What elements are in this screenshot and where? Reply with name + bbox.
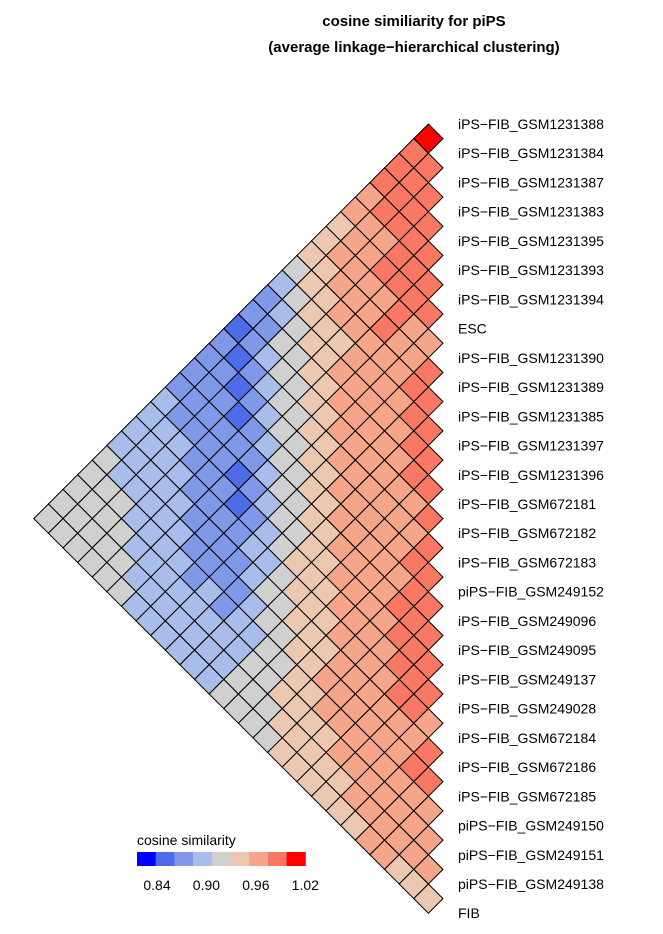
chart-subtitle: (average linkage−hierarchical clustering… [268, 39, 559, 56]
row-label: iPS−FIB_GSM249095 [458, 642, 596, 658]
color-legend: cosine similarity 0.84 0.90 0.96 1.02 [137, 832, 319, 893]
legend-tick-label: 1.02 [292, 877, 319, 893]
legend-tick-label: 0.84 [143, 877, 170, 893]
row-label: iPS−FIB_GSM249137 [458, 671, 596, 687]
row-label: iPS−FIB_GSM1231390 [458, 350, 604, 366]
row-label: iPS−FIB_GSM1231394 [458, 291, 604, 307]
legend-swatch [137, 852, 157, 866]
row-label: iPS−FIB_GSM672182 [458, 525, 596, 541]
chart-title: cosine similiarity for piPS [322, 13, 505, 30]
row-label: iPS−FIB_GSM1231396 [458, 467, 604, 483]
row-label: iPS−FIB_GSM1231388 [458, 116, 604, 132]
row-label: iPS−FIB_GSM672183 [458, 554, 596, 570]
row-label: iPS−FIB_GSM249096 [458, 613, 596, 629]
row-label: iPS−FIB_GSM1231397 [458, 438, 604, 454]
row-label: iPS−FIB_GSM672184 [458, 730, 596, 746]
legend-swatch [267, 852, 288, 866]
legend-swatch [211, 852, 231, 866]
legend-swatch [230, 852, 250, 866]
row-label: piPS−FIB_GSM249150 [458, 818, 604, 834]
row-label: FIB [458, 905, 480, 921]
heatmap-cells [33, 123, 444, 914]
legend-tick-label: 0.90 [193, 877, 220, 893]
row-label: iPS−FIB_GSM1231393 [458, 262, 604, 278]
legend-ticks: 0.84 0.90 0.96 1.02 [143, 877, 319, 893]
row-label: iPS−FIB_GSM1231384 [458, 145, 604, 161]
row-label: piPS−FIB_GSM249151 [458, 847, 604, 863]
row-label: iPS−FIB_GSM672181 [458, 496, 596, 512]
row-label: iPS−FIB_GSM249028 [458, 701, 596, 717]
row-label: piPS−FIB_GSM249138 [458, 876, 604, 892]
row-label: iPS−FIB_GSM1231389 [458, 379, 604, 395]
row-label: iPS−FIB_GSM1231383 [458, 204, 604, 220]
row-labels: iPS−FIB_GSM1231388 iPS−FIB_GSM1231384 iPS−… [458, 116, 604, 921]
legend-swatch [155, 852, 175, 866]
legend-swatch [249, 852, 269, 866]
legend-swatches [137, 852, 306, 866]
row-label: iPS−FIB_GSM672186 [458, 759, 596, 775]
legend-title: cosine similarity [137, 832, 236, 848]
legend-swatch [193, 852, 213, 866]
row-label: iPS−FIB_GSM1231395 [458, 233, 604, 249]
legend-swatch [286, 852, 306, 866]
row-label: iPS−FIB_GSM672185 [458, 788, 596, 804]
row-label: iPS−FIB_GSM1231387 [458, 174, 604, 190]
row-label: piPS−FIB_GSM249152 [458, 584, 604, 600]
row-label: iPS−FIB_GSM1231385 [458, 408, 604, 424]
heatmap-cell [413, 883, 444, 914]
row-label: ESC [458, 321, 487, 337]
legend-swatch [174, 852, 194, 866]
legend-tick-label: 0.96 [242, 877, 269, 893]
